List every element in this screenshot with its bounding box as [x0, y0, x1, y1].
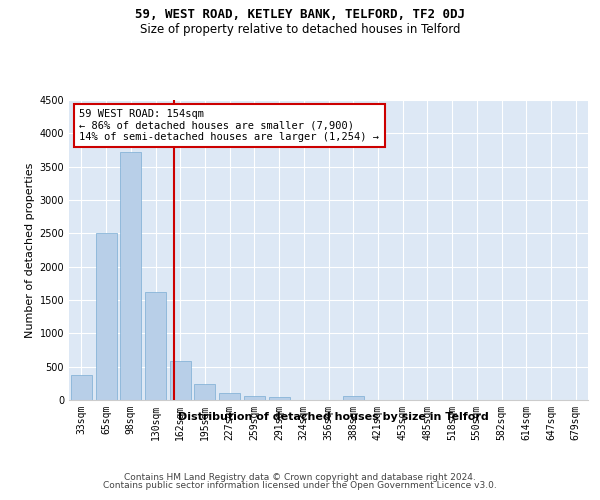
Bar	[269, 398, 290, 400]
Y-axis label: Number of detached properties: Number of detached properties	[25, 162, 35, 338]
Text: Size of property relative to detached houses in Telford: Size of property relative to detached ho…	[140, 22, 460, 36]
Bar	[95, 234, 116, 400]
Bar	[170, 360, 191, 400]
Text: 59 WEST ROAD: 154sqm
← 86% of detached houses are smaller (7,900)
14% of semi-de: 59 WEST ROAD: 154sqm ← 86% of detached h…	[79, 109, 379, 142]
Bar	[194, 384, 215, 400]
Bar	[120, 152, 141, 400]
Bar	[71, 376, 92, 400]
Text: 59, WEST ROAD, KETLEY BANK, TELFORD, TF2 0DJ: 59, WEST ROAD, KETLEY BANK, TELFORD, TF2…	[135, 8, 465, 20]
Bar	[219, 392, 240, 400]
Text: Distribution of detached houses by size in Telford: Distribution of detached houses by size …	[178, 412, 488, 422]
Text: Contains HM Land Registry data © Crown copyright and database right 2024.: Contains HM Land Registry data © Crown c…	[124, 472, 476, 482]
Bar	[145, 292, 166, 400]
Text: Contains public sector information licensed under the Open Government Licence v3: Contains public sector information licen…	[103, 481, 497, 490]
Bar	[343, 396, 364, 400]
Bar	[244, 396, 265, 400]
